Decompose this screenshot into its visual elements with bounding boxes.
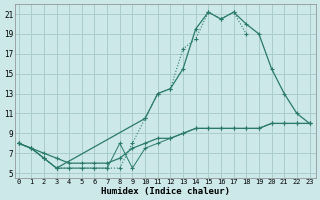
X-axis label: Humidex (Indice chaleur): Humidex (Indice chaleur) (101, 187, 230, 196)
